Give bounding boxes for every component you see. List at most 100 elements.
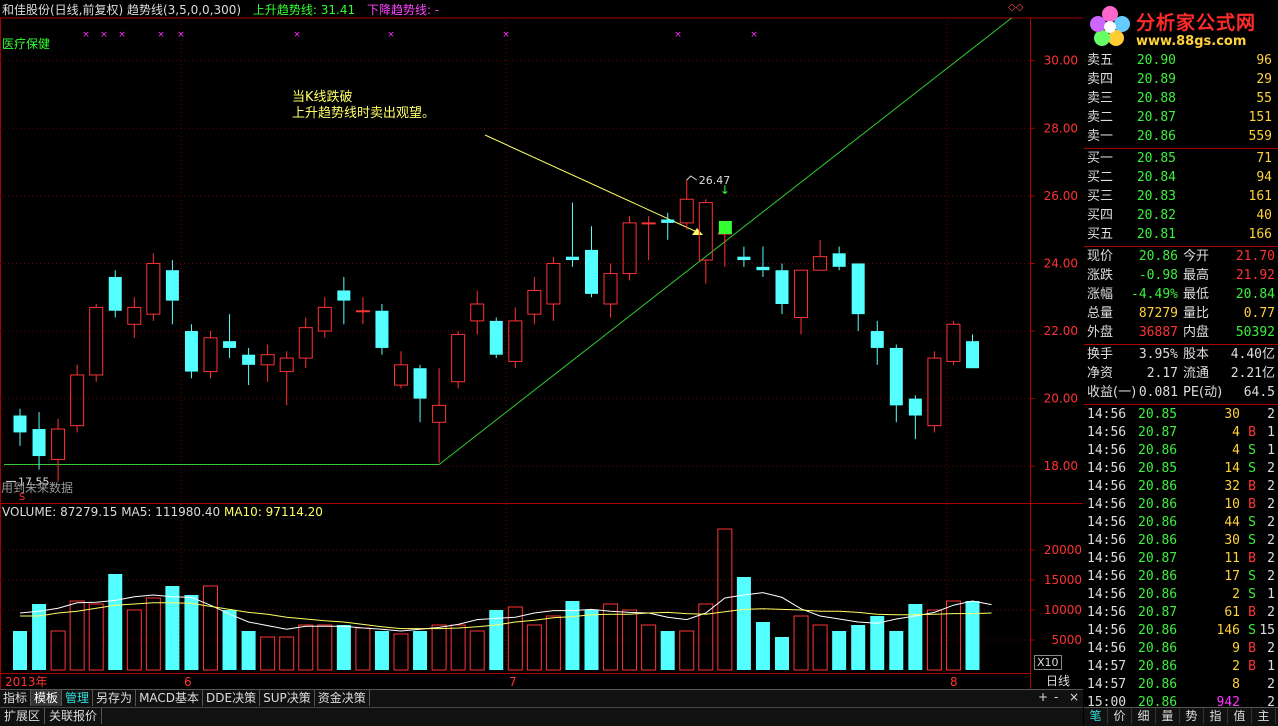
zoom-in-button[interactable]: + <box>1038 690 1049 704</box>
price-tick-label: 26.00 <box>1044 189 1078 203</box>
quote-row: 现价 20.86 今开 21.70 <box>1084 248 1278 266</box>
quote-row: 总量 87279 量比 0.77 <box>1084 305 1278 323</box>
volume-bar <box>450 624 466 671</box>
signal-mark-icon: × <box>293 30 301 40</box>
tick-count: 2 <box>1267 479 1275 494</box>
tick-row[interactable]: 14:56 20.85 30 2 <box>1084 406 1278 424</box>
quote-value: 20.86 <box>1138 249 1178 264</box>
tick-volume: 4 <box>1232 425 1240 440</box>
tick-price: 20.86 <box>1138 659 1178 674</box>
right-panel-tab[interactable]: 价 <box>1108 708 1132 724</box>
tick-row[interactable]: 14:56 20.86 30 S 2 <box>1084 532 1278 550</box>
tick-row[interactable]: 14:57 20.86 8 2 <box>1084 676 1278 694</box>
bottom-bar-tab[interactable]: 关联报价 <box>45 708 103 724</box>
right-panel-tab[interactable]: 细 <box>1132 708 1156 724</box>
tick-row[interactable]: 15:00 20.86 942 2 <box>1084 694 1278 712</box>
tick-row[interactable]: 14:56 20.86 44 S 2 <box>1084 514 1278 532</box>
diamond-icons[interactable]: ◇◇ <box>1008 2 1023 13</box>
right-panel-tab[interactable]: 势 <box>1180 708 1204 724</box>
tick-row[interactable]: 14:56 20.86 17 S 2 <box>1084 568 1278 586</box>
right-panel-tab[interactable]: 主 <box>1252 708 1276 724</box>
tick-side: S <box>1248 533 1256 548</box>
quote-label: 内盘 <box>1183 325 1210 340</box>
ask-row[interactable]: 卖三 20.88 55 <box>1084 90 1276 108</box>
signal-mark-icon: × <box>502 30 510 40</box>
tick-row[interactable]: 14:56 20.87 4 B 1 <box>1084 424 1278 442</box>
close-icon[interactable]: × <box>1069 690 1080 704</box>
level-price: 20.86 <box>1136 129 1176 144</box>
tick-row[interactable]: 14:56 20.87 61 B 2 <box>1084 604 1278 622</box>
ask-row[interactable]: 卖四 20.89 29 <box>1084 71 1276 89</box>
right-panel-tab[interactable]: 笔 <box>1084 708 1108 724</box>
volume-bar <box>584 610 599 670</box>
indicator-tab[interactable]: SUP决策 <box>260 690 315 706</box>
tick-row[interactable]: 14:56 20.86 32 B 2 <box>1084 478 1278 496</box>
indicator-tab[interactable]: 管理 <box>62 690 94 706</box>
tick-volume: 14 <box>1224 461 1240 476</box>
tick-price: 20.86 <box>1138 641 1178 656</box>
indicator-tab[interactable]: MACD基本 <box>136 690 204 706</box>
bid-row[interactable]: 买四 20.82 40 <box>1084 207 1276 225</box>
tick-price: 20.86 <box>1138 623 1178 638</box>
indicator-tab[interactable]: 资金决策 <box>315 690 370 706</box>
tick-time: 14:56 <box>1087 551 1127 566</box>
ask-row[interactable]: 卖一 20.86 559 <box>1084 128 1276 146</box>
tick-row[interactable]: 14:56 20.86 146 S 15 <box>1084 622 1278 640</box>
zoom-out-button[interactable]: - <box>1054 690 1059 704</box>
right-panel-tab[interactable]: 量 <box>1156 708 1180 724</box>
indicator-tab[interactable]: 模板 <box>31 690 63 706</box>
tick-row[interactable]: 14:56 20.85 14 S 2 <box>1084 460 1278 478</box>
volume-bar <box>965 601 980 670</box>
indicator-tab[interactable]: 另存为 <box>93 690 137 706</box>
tick-count: 2 <box>1267 641 1275 656</box>
right-panel-tab[interactable]: 值 <box>1228 708 1252 724</box>
volume-bar <box>203 585 218 671</box>
tick-side: B <box>1248 479 1256 494</box>
period-label[interactable]: 日线 <box>1046 674 1071 688</box>
x-tick-label: 2013年 <box>5 675 48 689</box>
quote-value: 21.92 <box>1235 268 1275 283</box>
bid-row[interactable]: 买五 20.81 166 <box>1084 226 1276 244</box>
indicator-tab[interactable]: DDE决策 <box>203 690 261 706</box>
volume-bar <box>184 595 199 670</box>
tick-price: 20.86 <box>1138 695 1178 710</box>
candle-body <box>89 306 104 376</box>
ask-row[interactable]: 卖五 20.90 96 <box>1084 52 1276 70</box>
bid-row[interactable]: 买二 20.84 94 <box>1084 169 1276 187</box>
bid-row[interactable]: 买一 20.85 71 <box>1084 150 1276 168</box>
stat-value: 4.40亿 <box>1230 347 1275 362</box>
candle-body <box>489 320 503 355</box>
tick-volume: 10 <box>1224 497 1240 512</box>
indicator-tab[interactable]: 指标 <box>0 690 32 706</box>
tick-time: 15:00 <box>1087 695 1127 710</box>
stat-value: 64.5 <box>1243 385 1275 400</box>
bid-row[interactable]: 买三 20.83 161 <box>1084 188 1276 206</box>
kline-chart[interactable]: 30.00 28.00 26.00 24.00 22.00 20.00 18.00 20000… <box>0 0 1083 689</box>
volume-bar <box>545 615 561 671</box>
level-price: 20.87 <box>1136 110 1176 125</box>
tick-count: 1 <box>1267 659 1275 674</box>
right-panel-tab[interactable]: 指 <box>1204 708 1228 724</box>
signal-mark-icon: × <box>750 30 758 40</box>
annotation-line-2: 上升趋势线时卖出观望。 <box>292 106 436 121</box>
tick-row[interactable]: 14:57 20.86 2 B 1 <box>1084 658 1278 676</box>
level-label: 卖四 <box>1087 72 1114 87</box>
diamond-icon[interactable]: ◇ <box>1008 2 1016 13</box>
quote-value: 20.84 <box>1235 287 1275 302</box>
tick-row[interactable]: 14:56 20.87 11 B 2 <box>1084 550 1278 568</box>
ask-row[interactable]: 卖二 20.87 151 <box>1084 109 1276 127</box>
volume-bar <box>374 631 389 670</box>
tick-side: S <box>1248 587 1256 602</box>
tick-row[interactable]: 14:56 20.86 2 S 1 <box>1084 586 1278 604</box>
tick-row[interactable]: 14:56 20.86 4 S 1 <box>1084 442 1278 460</box>
tick-row[interactable]: 14:56 20.86 10 B 2 <box>1084 496 1278 514</box>
tick-row[interactable]: 14:56 20.86 9 B 2 <box>1084 640 1278 658</box>
quote-row: 外盘 36887 内盘 50392 <box>1084 324 1278 342</box>
tick-count: 2 <box>1267 461 1275 476</box>
kline-chart-area[interactable]: 30.00 28.00 26.00 24.00 22.00 20.00 18.00 20000… <box>0 0 1083 690</box>
tick-volume: 30 <box>1224 533 1240 548</box>
bottom-bar-tab[interactable]: 扩展区 <box>0 708 46 724</box>
level-label: 卖二 <box>1087 110 1114 125</box>
tick-count: 2 <box>1267 497 1275 512</box>
diamond-icon[interactable]: ◇ <box>1015 2 1024 13</box>
